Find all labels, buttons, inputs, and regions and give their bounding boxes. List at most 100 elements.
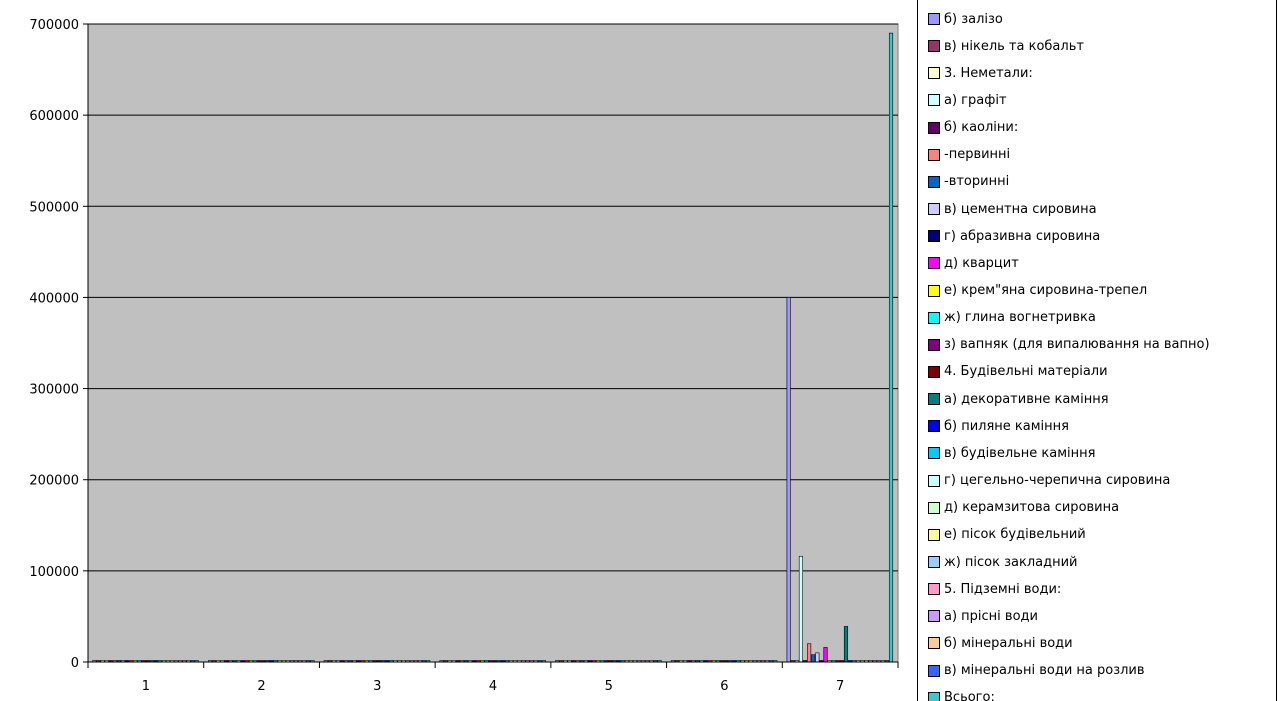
legend-swatch xyxy=(928,67,940,80)
legend-item: в) цементна сировина xyxy=(928,199,1097,219)
y-tick-label: 300000 xyxy=(29,383,79,398)
legend-item: б) каоліни: xyxy=(928,118,1018,138)
legend-label: е) пісок будівельний xyxy=(944,527,1086,543)
legend-swatch xyxy=(928,691,940,701)
legend-swatch xyxy=(928,393,940,406)
legend-item: а) прісні води xyxy=(928,606,1038,626)
legend-item: ж) глина вогнетривка xyxy=(928,308,1096,328)
legend-item: в) будівельне каміння xyxy=(928,443,1096,463)
legend-label: б) залізо xyxy=(944,11,1003,27)
y-tick-label: 700000 xyxy=(29,18,79,33)
legend-item: Всього: xyxy=(928,688,995,701)
legend-item: в) нікель та кобальт xyxy=(928,36,1084,56)
legend-label: Всього: xyxy=(944,690,995,701)
legend-label: в) будівельне каміння xyxy=(944,445,1096,461)
legend-item: б) пиляне каміння xyxy=(928,416,1069,436)
x-tick-label: 1 xyxy=(142,679,150,694)
legend-label: а) графіт xyxy=(944,92,1007,108)
legend-item: 4. Будівельні матеріали xyxy=(928,362,1108,382)
legend-label: ж) пісок закладний xyxy=(944,554,1078,570)
legend-label: г) абразивна сировина xyxy=(944,228,1101,244)
legend-swatch xyxy=(928,40,940,53)
legend-swatch xyxy=(928,664,940,677)
x-tick-label: 3 xyxy=(373,679,381,694)
bar xyxy=(888,32,894,663)
legend-swatch xyxy=(928,175,940,188)
legend-swatch xyxy=(928,365,940,378)
bar xyxy=(811,654,816,663)
x-tick-label: 4 xyxy=(489,679,497,694)
legend-label: а) декоративне каміння xyxy=(944,391,1109,407)
legend-label: б) каоліни: xyxy=(944,120,1019,136)
chart-legend: б) залізо в) нікель та кобальт 3. Неметали… xyxy=(917,0,1277,701)
legend-swatch xyxy=(928,501,940,514)
legend-item: г) цегельно-черепична сировина xyxy=(928,471,1170,491)
legend-item: а) графіт xyxy=(928,90,1007,110)
legend-swatch xyxy=(928,583,940,596)
bar xyxy=(843,626,849,663)
legend-item: а) декоративне каміння xyxy=(928,389,1109,409)
legend-item: д) керамзитова сировина xyxy=(928,498,1119,518)
bar xyxy=(823,647,828,663)
legend-item: г) абразивна сировина xyxy=(928,226,1100,246)
legend-item: д) кварцит xyxy=(928,253,1019,273)
legend-item: е) пісок будівельний xyxy=(928,525,1086,545)
legend-label: а) прісні води xyxy=(944,608,1038,624)
plot-background xyxy=(87,23,899,663)
legend-item: ж) пісок закладний xyxy=(928,552,1078,572)
y-tick-label: 400000 xyxy=(29,291,79,306)
legend-swatch xyxy=(928,556,940,568)
legend-swatch xyxy=(928,311,940,324)
legend-label: ж) глина вогнетривка xyxy=(944,310,1096,326)
legend-item: в) мінеральні води на розлив xyxy=(928,661,1145,681)
legend-label: д) керамзитова сировина xyxy=(944,500,1120,516)
chart-area: 0 100000 200000 300000 400000 500000 600000 700… xyxy=(29,18,899,694)
legend-item: 3. Неметали: xyxy=(928,63,1033,83)
y-tick-label: 0 xyxy=(71,656,79,671)
legend-swatch xyxy=(928,94,940,107)
legend-swatch xyxy=(928,230,940,243)
legend-label: в) цементна сировина xyxy=(944,201,1097,217)
legend-swatch xyxy=(928,284,940,297)
legend-swatch xyxy=(928,420,940,433)
legend-swatch xyxy=(928,148,940,161)
x-tick-label: 2 xyxy=(257,679,265,694)
legend-swatch xyxy=(928,528,940,541)
legend-swatch xyxy=(928,447,940,460)
legend-swatch xyxy=(928,121,940,134)
legend-swatch xyxy=(928,338,940,351)
y-tick-label: 200000 xyxy=(29,474,79,489)
legend-item: 5. Підземні води: xyxy=(928,579,1061,599)
legend-item: е) крем"яна сировина-трепел xyxy=(928,281,1147,301)
y-tick-label: 500000 xyxy=(29,200,79,215)
legend-label: в) мінеральні води на розлив xyxy=(944,663,1145,679)
legend-label: 3. Неметали: xyxy=(944,65,1033,81)
legend-swatch xyxy=(928,610,940,623)
legend-label: з) вапняк (для випалювання на вапно) xyxy=(944,337,1210,353)
legend-item: б) залізо xyxy=(928,9,1003,29)
x-tick-label: 5 xyxy=(605,679,613,694)
legend-item: з) вапняк (для випалювання на вапно) xyxy=(928,335,1210,355)
legend-label: в) нікель та кобальт xyxy=(944,38,1084,54)
x-tick-label: 7 xyxy=(836,679,844,694)
legend-label: д) кварцит xyxy=(944,255,1019,271)
legend-label: б) пиляне каміння xyxy=(944,418,1069,434)
y-tick-label: 600000 xyxy=(29,109,79,124)
legend-label: е) крем"яна сировина-трепел xyxy=(944,283,1148,298)
legend-label: б) мінеральні води xyxy=(944,635,1073,651)
legend-swatch xyxy=(928,637,940,650)
legend-label: -вторинні xyxy=(944,174,1010,190)
legend-item: -первинні xyxy=(928,145,1010,165)
bar xyxy=(786,297,791,663)
legend-item: -вторинні xyxy=(928,172,1009,192)
legend-swatch xyxy=(928,257,940,270)
bar xyxy=(815,652,820,663)
legend-label: г) цегельно-черепична сировина xyxy=(944,473,1171,489)
bar xyxy=(807,643,812,663)
legend-item: б) мінеральні води xyxy=(928,633,1073,653)
legend-swatch xyxy=(928,203,940,216)
y-tick-label: 100000 xyxy=(29,565,79,580)
legend-swatch xyxy=(928,474,940,487)
bar xyxy=(798,555,803,663)
legend-label: 4. Будівельні матеріали xyxy=(944,364,1108,380)
